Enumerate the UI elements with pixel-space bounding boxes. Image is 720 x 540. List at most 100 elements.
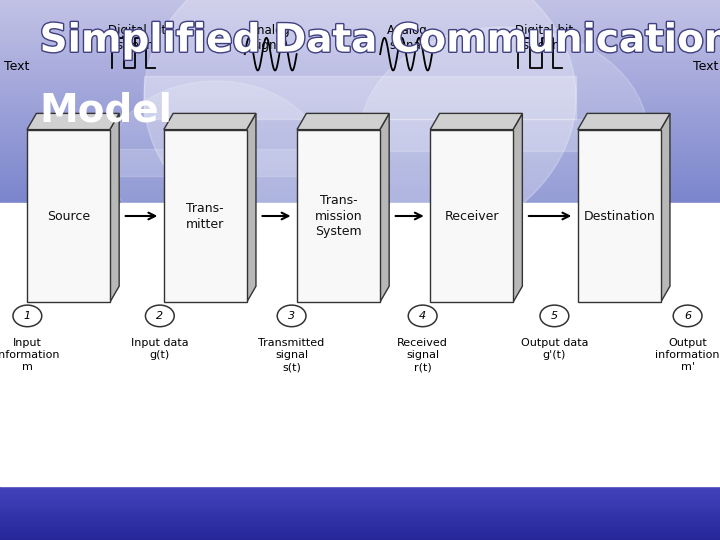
- Text: Analog
signal: Analog signal: [250, 24, 290, 52]
- Bar: [0, 111, 720, 115]
- Bar: [0, 71, 720, 74]
- Bar: [0, 442, 720, 500]
- Bar: [0, 54, 720, 57]
- Bar: [0, 44, 720, 47]
- Text: 1: 1: [24, 311, 31, 321]
- Bar: [0, 186, 720, 189]
- Bar: [0, 162, 720, 165]
- Bar: [0, 105, 720, 108]
- Bar: [0, 64, 720, 68]
- Bar: [0, 122, 720, 125]
- Bar: [0, 98, 720, 102]
- Bar: [577, 130, 660, 302]
- Text: 4: 4: [419, 311, 426, 321]
- Bar: [0, 0, 720, 3]
- Bar: [0, 87, 720, 91]
- Polygon shape: [577, 113, 670, 130]
- Bar: [0, 68, 720, 71]
- Polygon shape: [661, 113, 670, 302]
- Bar: [27, 130, 109, 302]
- Text: Output
information
m': Output information m': [655, 338, 720, 372]
- Bar: [0, 428, 720, 485]
- Bar: [0, 125, 720, 128]
- Bar: [0, 10, 720, 14]
- Text: Source: Source: [47, 210, 90, 222]
- Bar: [0, 454, 720, 511]
- Bar: [0, 434, 720, 491]
- Bar: [163, 130, 246, 302]
- Bar: [0, 451, 720, 509]
- Polygon shape: [431, 113, 523, 130]
- Polygon shape: [246, 113, 256, 302]
- Bar: [0, 128, 720, 132]
- Bar: [0, 192, 720, 195]
- Bar: [0, 57, 720, 60]
- Bar: [0, 74, 720, 78]
- Bar: [0, 135, 720, 138]
- Circle shape: [144, 0, 576, 259]
- Bar: [0, 30, 720, 33]
- Polygon shape: [513, 113, 523, 302]
- Bar: [0, 81, 720, 84]
- Circle shape: [145, 305, 174, 327]
- Text: Model: Model: [40, 92, 173, 130]
- Bar: [0, 94, 720, 98]
- Text: Trans-
mission
System: Trans- mission System: [315, 193, 362, 239]
- Bar: [0, 138, 720, 141]
- Bar: [0, 202, 720, 486]
- Bar: [360, 119, 648, 151]
- Bar: [0, 471, 720, 529]
- Bar: [0, 468, 720, 525]
- Bar: [0, 463, 720, 520]
- Text: Simplified Data Communications: Simplified Data Communications: [40, 22, 720, 59]
- Bar: [0, 477, 720, 534]
- Text: 6: 6: [684, 311, 691, 321]
- Bar: [0, 17, 720, 20]
- Polygon shape: [297, 113, 389, 130]
- Bar: [0, 78, 720, 81]
- Bar: [0, 47, 720, 51]
- Text: Receiver: Receiver: [444, 210, 499, 222]
- Bar: [0, 189, 720, 192]
- Polygon shape: [163, 113, 256, 130]
- Bar: [0, 148, 720, 152]
- Bar: [0, 176, 720, 179]
- Circle shape: [540, 305, 569, 327]
- Bar: [0, 165, 720, 168]
- Bar: [0, 431, 720, 488]
- Bar: [0, 3, 720, 6]
- Text: Input data
g(t): Input data g(t): [131, 338, 189, 360]
- Bar: [108, 148, 324, 176]
- Bar: [0, 6, 720, 10]
- Bar: [0, 168, 720, 172]
- Text: Output data
g'(t): Output data g'(t): [521, 338, 588, 360]
- Bar: [0, 33, 720, 37]
- Circle shape: [277, 305, 306, 327]
- Text: Digital bit
stream: Digital bit stream: [515, 24, 572, 52]
- Bar: [0, 60, 720, 64]
- Bar: [0, 474, 720, 531]
- Bar: [0, 159, 720, 162]
- Text: Transmitted
signal
s(t): Transmitted signal s(t): [258, 338, 325, 372]
- Bar: [297, 130, 380, 302]
- Bar: [0, 20, 720, 24]
- Bar: [0, 480, 720, 537]
- Bar: [0, 141, 720, 145]
- Text: Received
signal
r(t): Received signal r(t): [397, 338, 448, 372]
- Text: 3: 3: [288, 311, 295, 321]
- Bar: [0, 40, 720, 44]
- Text: Input
information
m: Input information m: [0, 338, 60, 372]
- Circle shape: [360, 27, 648, 243]
- Bar: [0, 483, 720, 540]
- Bar: [0, 84, 720, 87]
- Text: 5: 5: [551, 311, 558, 321]
- Text: Digital bit
stream: Digital bit stream: [108, 24, 166, 52]
- Bar: [0, 102, 720, 105]
- Bar: [431, 130, 513, 302]
- Bar: [0, 440, 720, 497]
- Bar: [0, 183, 720, 186]
- Polygon shape: [109, 113, 120, 302]
- Bar: [0, 460, 720, 517]
- Bar: [0, 118, 720, 122]
- Bar: [0, 457, 720, 514]
